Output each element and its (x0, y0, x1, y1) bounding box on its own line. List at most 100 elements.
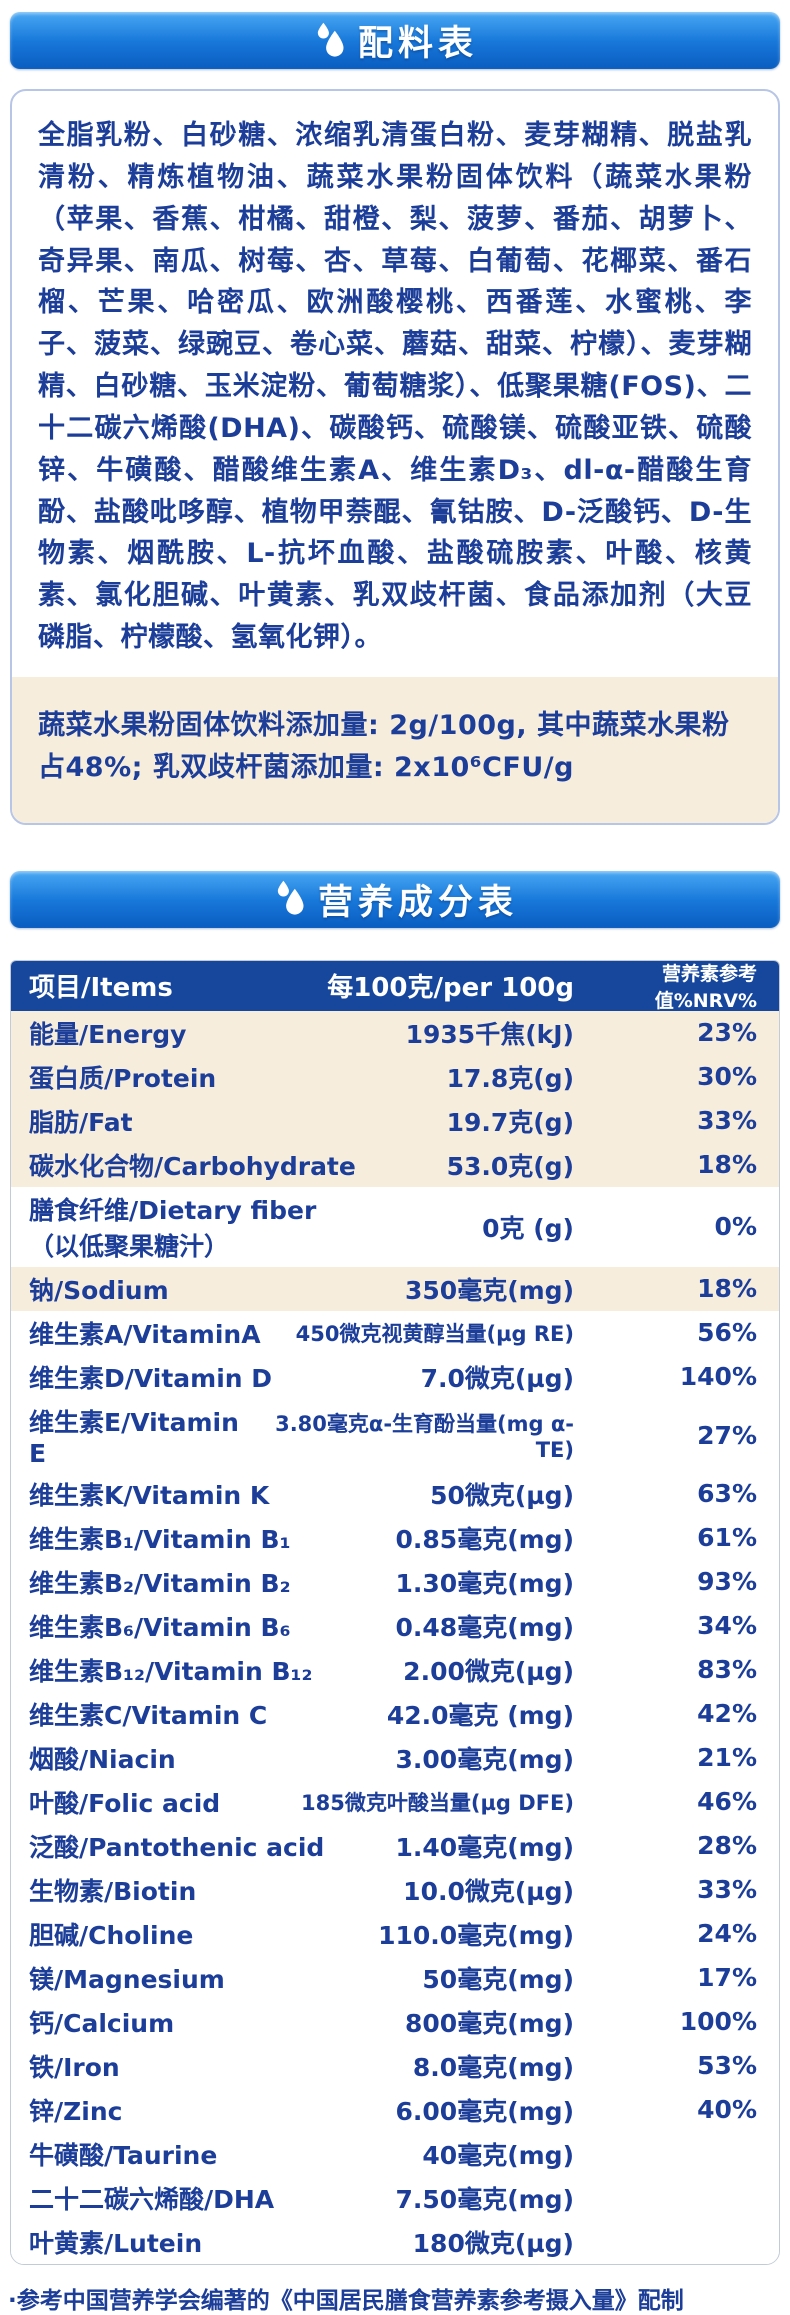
nutrient-amount: 3.80毫克α-生育酚当量(mg α-TE) (275, 1412, 574, 1463)
nutrient-amount: 7.0微克(µg) (420, 1363, 574, 1393)
nutrient-name: 维生素B₂/Vitamin B₂ (29, 1568, 291, 1598)
nutrient-nrv: 40% (697, 2095, 757, 2125)
nutrient-name: 维生素E/Vitamin E (29, 1407, 239, 1468)
nutrition-row: 膳食纤维/Dietary fiber （以低聚果糖汁） 0克 (g) 0% (11, 1186, 779, 1267)
nutrient-name: 牛磺酸/Taurine (29, 2140, 218, 2170)
nutrition-row: 维生素B₁₂/Vitamin B₁₂ 2.00微克(µg) 83% (11, 1647, 779, 1692)
nutrient-nrv: 24% (697, 1919, 757, 1949)
nutrition-row: 叶酸/Folic acid 185微克叶酸当量(µg DFE) 46% (11, 1779, 779, 1824)
nutrition-row: 维生素E/Vitamin E 3.80毫克α-生育酚当量(mg α-TE) 27% (11, 1398, 779, 1472)
nutrient-nrv: 18% (697, 1150, 757, 1180)
nutrient-name: 膳食纤维/Dietary fiber （以低聚果糖汁） (11, 1191, 482, 1263)
nutrient-amount: 42.0毫克 (mg) (386, 1700, 574, 1730)
nutrient-nrv: 46% (697, 1787, 757, 1817)
nutrient-amount: 6.00毫克(mg) (395, 2096, 574, 2126)
nutrient-nrv: 56% (697, 1318, 757, 1348)
nutrient-name: 维生素A/VitaminA (29, 1319, 261, 1349)
nutrient-amount: 3.00毫克(mg) (395, 1744, 574, 1774)
nutrient-name: 铁/Iron (29, 2052, 120, 2082)
nutrition-row: 钠/Sodium 350毫克(mg) 18% (11, 1266, 779, 1311)
nutrient-name: 生物素/Biotin (29, 1876, 197, 1906)
nutrient-amount: 10.0微克(µg) (403, 1876, 574, 1906)
nutrient-nrv: 33% (697, 1875, 757, 1905)
nutrient-amount: 53.0克(g) (446, 1151, 574, 1181)
nutrient-name: 二十二碳六烯酸/DHA (29, 2184, 275, 2214)
nutrient-amount: 1935千焦(kJ) (405, 1019, 574, 1049)
nutrient-nrv: 17% (697, 1963, 757, 1993)
nutrient-amount: 450微克视黄醇当量(µg RE) (295, 1321, 574, 1346)
nutrient-nrv: 33% (697, 1106, 757, 1136)
ingredients-title: 配料表 (357, 24, 478, 64)
nutrient-name: 镁/Magnesium (29, 1964, 225, 1994)
nutrient-amount: 1.40毫克(mg) (395, 1832, 574, 1862)
nutrient-name: 叶黄素/Lutein (29, 2228, 203, 2258)
nutrient-name: 锌/Zinc (29, 2096, 123, 2126)
nutrition-row: 叶黄素/Lutein 180微克(µg) (11, 2219, 779, 2264)
nutrition-row: 铁/Iron 8.0毫克(mg) 53% (11, 2043, 779, 2088)
nutrition-row: 维生素B₆/Vitamin B₆ 0.48毫克(mg) 34% (11, 1603, 779, 1648)
nutrient-amount: 110.0毫克(mg) (378, 1920, 574, 1950)
nutrient-nrv: 61% (697, 1523, 757, 1553)
nutrient-amount: 0.48毫克(mg) (395, 1612, 574, 1642)
nutrient-name: 钠/Sodium (29, 1275, 169, 1305)
ingredients-box: 全脂乳粉、白砂糖、浓缩乳清蛋白粉、麦芽糊精、脱盐乳清粉、精炼植物油、蔬菜水果粉固… (10, 89, 780, 825)
nutrition-row: 维生素B₁/Vitamin B₁ 0.85毫克(mg) 61% (11, 1515, 779, 1560)
nutrient-nrv: 27% (697, 1420, 757, 1450)
nutrient-amount: 8.0毫克(mg) (412, 2052, 574, 2082)
nutrition-row: 钙/Calcium 800毫克(mg) 100% (11, 1999, 779, 2044)
nutrient-amount: 40毫克(mg) (422, 2140, 574, 2170)
nutrient-amount: 350毫克(mg) (405, 1275, 574, 1305)
nutrient-nrv: 23% (697, 1018, 757, 1048)
nutrient-amount: 0.85毫克(mg) (395, 1524, 574, 1554)
ingredients-header-bar: 配料表 (10, 12, 780, 69)
nutrition-row: 维生素B₂/Vitamin B₂ 1.30毫克(mg) 93% (11, 1559, 779, 1604)
nutrient-amount: 19.7克(g) (446, 1107, 574, 1137)
nutrient-amount: 180微克(µg) (412, 2228, 574, 2258)
nutrient-amount: 50毫克(mg) (422, 1964, 574, 1994)
nutrient-nrv: 83% (697, 1655, 757, 1685)
nutrient-name: 维生素B₆/Vitamin B₆ (29, 1612, 291, 1642)
nutrition-title: 营养成分表 (317, 882, 518, 923)
nutrition-row: 碳水化合物/Carbohydrate 53.0克(g) 18% (11, 1142, 779, 1187)
nutrient-nrv: 30% (697, 1062, 757, 1092)
nutrient-amount: 17.8克(g) (446, 1063, 574, 1093)
nutrient-amount: 0克 (g) (482, 1213, 574, 1243)
nutrient-name: 维生素K/Vitamin K (29, 1480, 270, 1510)
nutrient-nrv: 18% (697, 1274, 757, 1304)
nutrition-row: 烟酸/Niacin 3.00毫克(mg) 21% (11, 1735, 779, 1780)
nutrient-name: 维生素C/Vitamin C (29, 1700, 268, 1730)
ingredients-text: 全脂乳粉、白砂糖、浓缩乳清蛋白粉、麦芽糊精、脱盐乳清粉、精炼植物油、蔬菜水果粉固… (38, 120, 752, 654)
nutrition-row: 牛磺酸/Taurine 40毫克(mg) (11, 2131, 779, 2176)
nutrition-table-header-row: 项目/Items 每100克/per 100g 营养素参考值%NRV% (11, 960, 779, 1012)
nutrient-nrv: 42% (697, 1699, 757, 1729)
nutrient-name: 脂肪/Fat (29, 1107, 133, 1137)
nutrient-nrv: 140% (679, 1362, 757, 1392)
nutrient-amount: 185微克叶酸当量(µg DFE) (301, 1790, 574, 1815)
nutrient-name-note: （以低聚果糖汁） (29, 1231, 230, 1261)
nutrition-row: 蛋白质/Protein 17.8克(g) 30% (11, 1054, 779, 1099)
nutrition-table: 项目/Items 每100克/per 100g 营养素参考值%NRV% 能量/E… (10, 959, 780, 2265)
nutrient-name: 泛酸/Pantothenic acid (29, 1832, 325, 1862)
nutrient-name: 维生素B₁₂/Vitamin B₁₂ (29, 1656, 313, 1686)
reference-footnote: ·参考中国营养学会编著的《中国居民膳食营养素参考摄入量》配制 (8, 2287, 684, 2314)
nutrient-name: 胆碱/Choline (29, 1920, 194, 1950)
nutrition-row: 维生素D/Vitamin D 7.0微克(µg) 140% (11, 1354, 779, 1399)
nutrient-nrv: 34% (697, 1611, 757, 1641)
nutrient-nrv: 21% (697, 1743, 757, 1773)
water-drop-icon (312, 20, 348, 62)
nutrient-name: 烟酸/Niacin (29, 1744, 176, 1774)
nutrition-header-bar: 营养成分表 (10, 870, 780, 928)
nutrient-nrv: 53% (697, 2051, 757, 2081)
nutrition-row: 维生素K/Vitamin K 50微克(µg) 63% (11, 1471, 779, 1516)
nutrient-name: 蛋白质/Protein (29, 1063, 217, 1093)
additive-amount-note: 蔬菜水果粉固体饮料添加量: 2g/100g, 其中蔬菜水果粉占48%; 乳双歧杆… (12, 676, 778, 823)
nutrient-name: 维生素D/Vitamin D (29, 1363, 273, 1393)
nutrient-name: 叶酸/Folic acid (29, 1788, 221, 1818)
nutrition-row: 维生素A/VitaminA 450微克视黄醇当量(µg RE) 56% (11, 1310, 779, 1355)
nutrient-nrv: 28% (697, 1831, 757, 1861)
nutrient-amount: 7.50毫克(mg) (395, 2184, 574, 2214)
nutrient-nrv: 100% (679, 2007, 757, 2037)
nutrient-name: 碳水化合物/Carbohydrate (29, 1151, 356, 1181)
nutrition-table-body: 能量/Energy 1935千焦(kJ) 23% 蛋白质/Protein 17.8克(g… (11, 1010, 779, 2264)
col-header-nrv: 营养素参考值%NRV% (654, 962, 757, 1012)
